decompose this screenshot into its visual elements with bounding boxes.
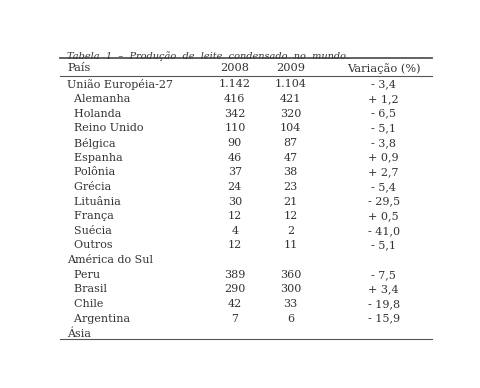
Text: - 6,5: - 6,5 [371, 109, 396, 119]
Text: 342: 342 [224, 109, 246, 119]
Text: Holanda: Holanda [67, 109, 122, 119]
Text: Bélgica: Bélgica [67, 138, 116, 149]
Text: 7: 7 [231, 314, 239, 324]
Text: Peru: Peru [67, 270, 101, 280]
Text: Espanha: Espanha [67, 152, 123, 163]
Text: 23: 23 [284, 182, 298, 192]
Text: - 7,5: - 7,5 [371, 270, 396, 280]
Text: 320: 320 [280, 109, 301, 119]
Text: Outros: Outros [67, 241, 113, 251]
Text: 6: 6 [287, 314, 294, 324]
Text: 290: 290 [224, 284, 246, 294]
Text: Reino Unido: Reino Unido [67, 123, 144, 133]
Text: União Européia-27: União Européia-27 [67, 80, 173, 90]
Text: 37: 37 [228, 167, 242, 177]
Text: + 2,7: + 2,7 [368, 167, 399, 177]
Text: + 0,9: + 0,9 [368, 152, 399, 163]
Text: Chile: Chile [67, 299, 104, 309]
Text: + 0,5: + 0,5 [368, 211, 399, 221]
Text: País: País [67, 63, 91, 73]
Text: Lituânia: Lituânia [67, 197, 121, 206]
Text: 21: 21 [284, 197, 298, 206]
Text: 2009: 2009 [276, 63, 305, 73]
Text: Grécia: Grécia [67, 182, 112, 192]
Text: Suécia: Suécia [67, 226, 112, 236]
Text: 12: 12 [228, 241, 242, 251]
Text: - 3,4: - 3,4 [371, 80, 396, 89]
Text: - 41,0: - 41,0 [368, 226, 400, 236]
Text: 104: 104 [280, 123, 301, 133]
Text: 30: 30 [228, 197, 242, 206]
Text: 42: 42 [228, 299, 242, 309]
Text: 11: 11 [284, 241, 298, 251]
Text: 1.104: 1.104 [275, 80, 307, 89]
Text: 2: 2 [287, 226, 294, 236]
Text: - 3,8: - 3,8 [371, 138, 396, 148]
Text: 421: 421 [280, 94, 301, 104]
Text: 300: 300 [280, 284, 301, 294]
Text: 4: 4 [231, 226, 239, 236]
Text: Variação (%): Variação (%) [347, 63, 420, 74]
Text: Tabela  1  –  Produção  de  leite  condensado  no  mundo.: Tabela 1 – Produção de leite condensado … [67, 51, 349, 61]
Text: 24: 24 [228, 182, 242, 192]
Text: América do Sul: América do Sul [67, 255, 154, 265]
Text: 360: 360 [280, 270, 301, 280]
Text: Argentina: Argentina [67, 314, 131, 324]
Text: + 1,2: + 1,2 [368, 94, 399, 104]
Text: 2008: 2008 [220, 63, 249, 73]
Text: - 5,1: - 5,1 [371, 241, 396, 251]
Text: - 29,5: - 29,5 [368, 197, 400, 206]
Text: França: França [67, 211, 114, 221]
Text: 90: 90 [228, 138, 242, 148]
Text: 38: 38 [284, 167, 298, 177]
Text: 1.142: 1.142 [219, 80, 251, 89]
Text: + 3,4: + 3,4 [368, 284, 399, 294]
Text: - 5,1: - 5,1 [371, 123, 396, 133]
Text: Polônia: Polônia [67, 167, 116, 177]
Text: 87: 87 [284, 138, 298, 148]
Text: 110: 110 [224, 123, 246, 133]
Text: Alemanha: Alemanha [67, 94, 131, 104]
Text: - 5,4: - 5,4 [371, 182, 396, 192]
Text: - 15,9: - 15,9 [368, 314, 400, 324]
Text: 12: 12 [228, 211, 242, 221]
Text: Ásia: Ásia [67, 328, 91, 339]
Text: - 19,8: - 19,8 [368, 299, 400, 309]
Text: 389: 389 [224, 270, 246, 280]
Text: 47: 47 [284, 152, 298, 163]
Text: 46: 46 [228, 152, 242, 163]
Text: 416: 416 [224, 94, 246, 104]
Text: 12: 12 [284, 211, 298, 221]
Text: Brasil: Brasil [67, 284, 108, 294]
Text: 33: 33 [284, 299, 298, 309]
